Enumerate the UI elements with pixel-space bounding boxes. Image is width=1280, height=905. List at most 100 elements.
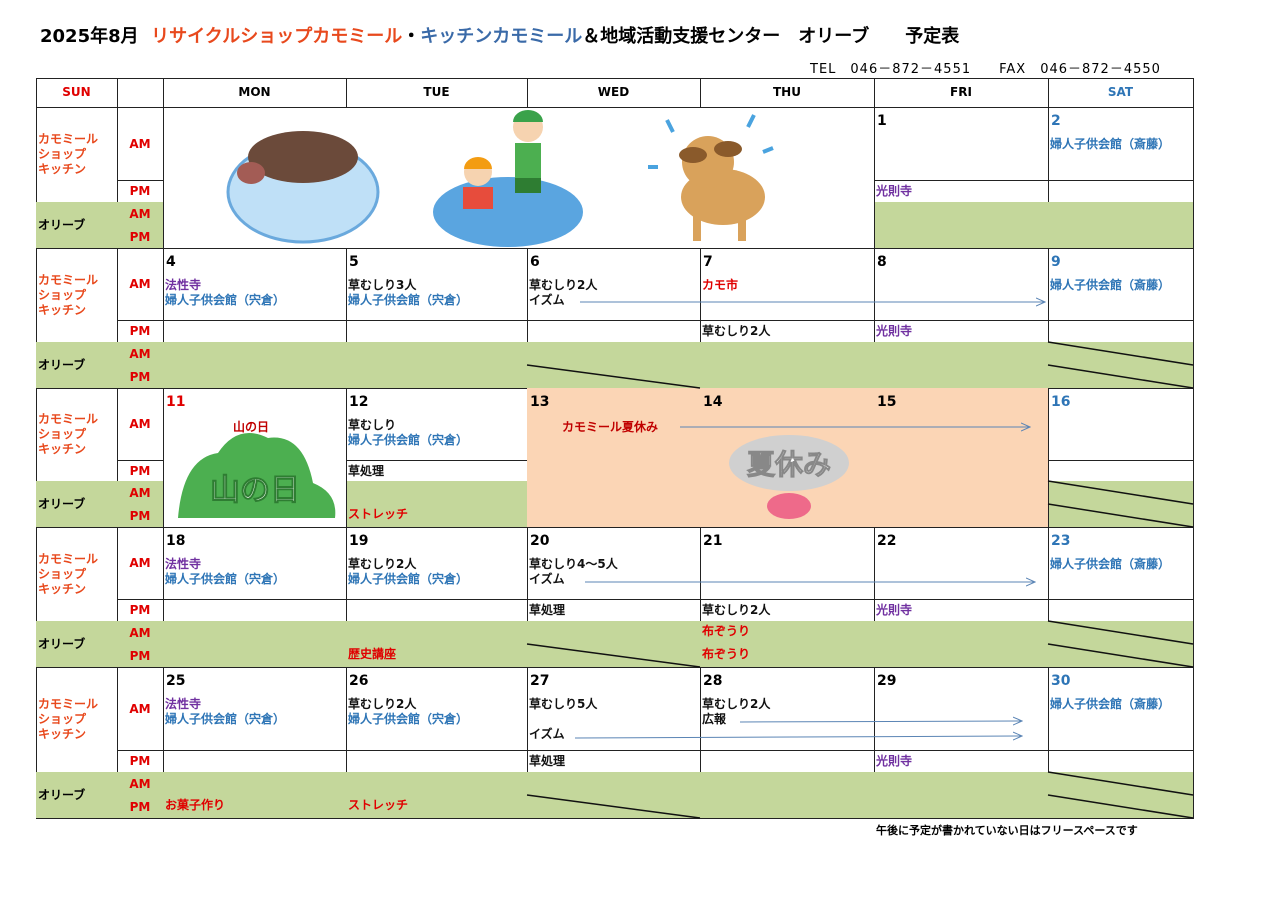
day-cell-pm: [1048, 599, 1194, 622]
olive-cell-am: [874, 342, 1049, 366]
am-items: 草むしり4～5人 イズム: [529, 557, 618, 587]
day-cell-am: 16: [1048, 388, 1194, 461]
schedule-item: 草むしり2人: [702, 324, 771, 338]
day-cell-am: 4 法性寺 婦人子供会館（宍倉）: [163, 248, 347, 321]
schedule-item: 草処理: [529, 754, 566, 768]
olive-cell-am: [1048, 342, 1194, 366]
label-am: AM: [117, 667, 164, 751]
am-items: 婦人子供会館（斎藤）: [1050, 697, 1170, 712]
olive-cell-am: [527, 621, 701, 645]
olive-cell-pm: お菓子作り: [163, 795, 347, 819]
row-label-kamomile: カモミール ショップ キッチン: [36, 667, 118, 773]
day-number: 18: [166, 533, 186, 549]
label-pm: PM: [117, 750, 164, 773]
schedule-item: 婦人子供会館（宍倉）: [165, 572, 286, 586]
label-pm: PM: [117, 504, 164, 528]
day-number: 30: [1051, 673, 1071, 689]
schedule-item: イズム: [529, 293, 565, 307]
day-cell-pm: [1048, 180, 1194, 203]
olive-cell-pm: ストレッチ: [346, 504, 528, 528]
schedule-item: 法性寺: [165, 278, 202, 292]
day-cell-pm: 光則寺: [874, 320, 1049, 343]
day-cell-am: 18 法性寺 婦人子供会館（宍倉）: [163, 527, 347, 600]
day-cell-pm: [346, 599, 528, 622]
day-cell-pm: 草処理: [527, 750, 701, 773]
olive-cell-am: [1048, 202, 1194, 226]
day-cell-am: 21: [700, 527, 875, 600]
svg-text:山の日: 山の日: [210, 473, 300, 508]
label-pm: PM: [117, 460, 164, 482]
am-items: 草むしり 婦人子供会館（宍倉）: [348, 418, 468, 448]
day-number: 13: [530, 394, 550, 410]
am-items: 草むしり2人 婦人子供会館（宍倉）: [348, 697, 468, 727]
day-cell-pm: [1048, 460, 1194, 482]
day-number: 29: [877, 673, 897, 689]
schedule-item: 婦人子供会館（斎藤）: [1050, 137, 1171, 151]
schedule-item: 婦人子供会館（宍倉）: [348, 572, 469, 586]
label-pm: PM: [117, 644, 164, 668]
olive-cell-am: [163, 772, 347, 796]
schedule-item: ストレッチ: [348, 798, 409, 812]
olive-cell-pm: [527, 365, 701, 389]
svg-text:夏休み: 夏休み: [747, 448, 831, 481]
header-thu: THU: [700, 78, 875, 108]
day-cell-pm: 草むしり2人: [700, 320, 875, 343]
schedule-item: 布ぞうり: [702, 624, 751, 638]
day-cell-am: 7 カモ市: [700, 248, 875, 321]
olive-cell-pm: [163, 365, 347, 389]
day-number: 28: [703, 673, 723, 689]
day-number: 8: [877, 254, 887, 270]
day-number: 15: [877, 394, 897, 410]
day-cell-pm: [1048, 320, 1194, 343]
label-pm: PM: [117, 320, 164, 343]
am-items: 草むしり2人 広報: [702, 697, 770, 727]
boar-icon: [226, 131, 380, 244]
schedule-item: 歴史講座: [348, 647, 397, 661]
label-am: AM: [117, 202, 164, 226]
tel-number: TEL 046－872－4551: [810, 62, 972, 77]
schedule-item: 法性寺: [165, 557, 202, 571]
olive-cell-am: [346, 621, 528, 645]
day-number: 20: [530, 533, 550, 549]
schedule-item: 草むしり3人: [348, 278, 417, 292]
day-cell-pm: 光則寺: [874, 599, 1049, 622]
olive-cell-pm: [346, 365, 528, 389]
day-cell-pm: [163, 750, 347, 773]
row-label-kamomile: カモミール ショップ キッチン: [36, 527, 118, 622]
summer-break-logo: 夏休み: [729, 435, 849, 519]
label-pm: PM: [117, 599, 164, 622]
day-number: 6: [530, 254, 540, 270]
day-cell-am: 1: [874, 107, 1049, 181]
day-cell-pm: [163, 320, 347, 343]
olive-cell-pm: [1048, 225, 1194, 249]
title-kitchen: キッチンカモミール: [420, 26, 583, 47]
schedule-item: 草むしり2人: [702, 603, 771, 617]
label-pm: PM: [117, 225, 164, 249]
day-number: 1: [877, 113, 887, 129]
day-cell-am: 23 婦人子供会館（斎藤）: [1048, 527, 1194, 600]
day-cell-pm: 草処理: [346, 460, 528, 482]
day-number: 7: [703, 254, 713, 270]
schedule-item: 布ぞうり: [702, 647, 751, 661]
schedule-item: イズム: [529, 572, 565, 586]
am-items: 婦人子供会館（斎藤）: [1050, 557, 1170, 572]
fax-number: FAX 046－872－4550: [999, 62, 1161, 77]
day-number: 19: [349, 533, 369, 549]
title-sep: ・: [402, 26, 421, 47]
olive-cell-pm: [527, 644, 701, 668]
day-cell-am: 20 草むしり4～5人 イズム: [527, 527, 701, 600]
olive-cell-pm: [700, 795, 875, 819]
day-cell-pm: [1048, 750, 1194, 773]
am-items: 法性寺 婦人子供会館（宍倉）: [165, 278, 285, 308]
day-number: 9: [1051, 254, 1061, 270]
label-am: AM: [117, 481, 164, 505]
label-pm: PM: [117, 365, 164, 389]
header-sat: SAT: [1048, 78, 1194, 108]
schedule-item: 婦人子供会館（斎藤）: [1050, 278, 1171, 292]
header-tue: TUE: [346, 78, 528, 108]
olive-cell-am: [700, 772, 875, 796]
schedule-item: 光則寺: [876, 184, 913, 198]
schedule-item: 婦人子供会館（斎藤）: [1050, 557, 1171, 571]
day-number: 27: [530, 673, 550, 689]
schedule-item: 草処理: [529, 603, 566, 617]
